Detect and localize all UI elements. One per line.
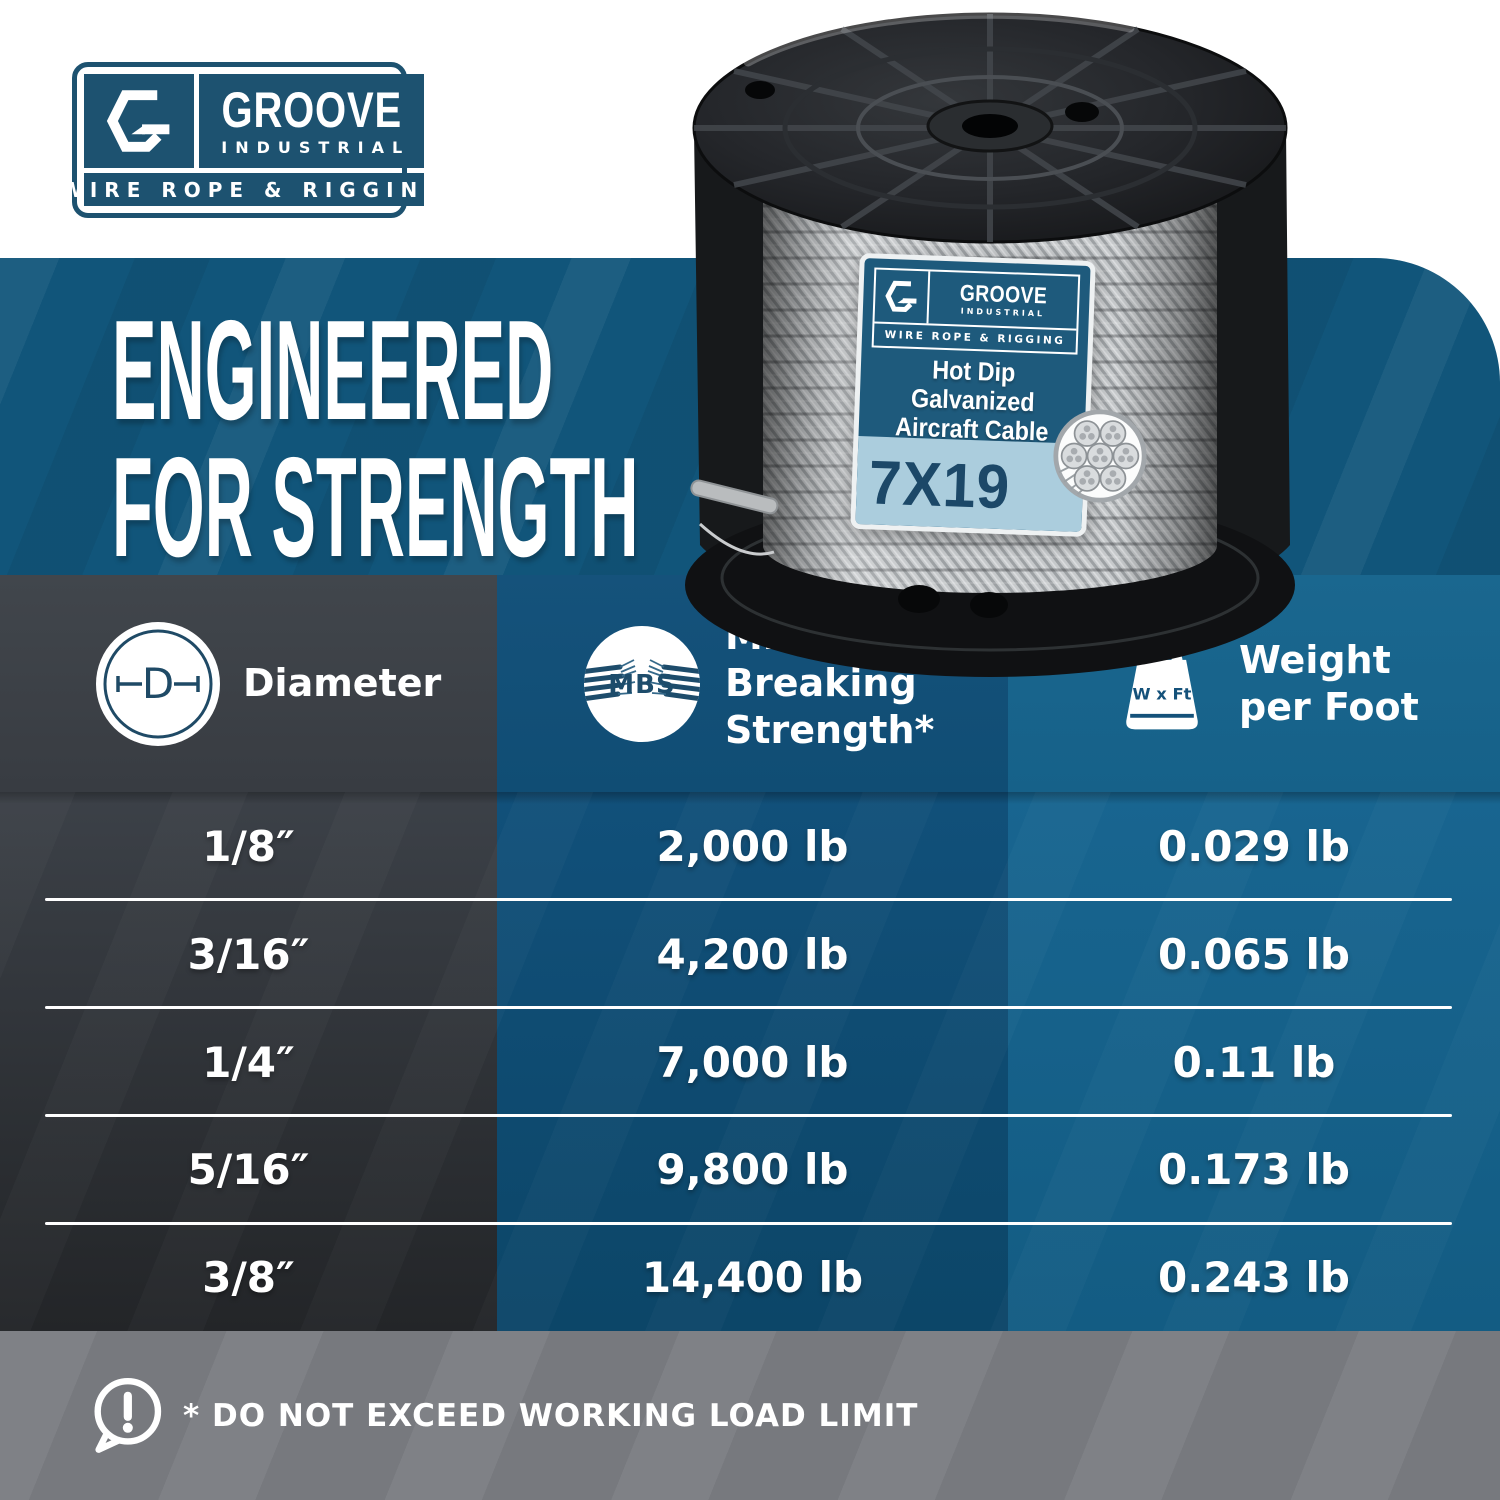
cell-weight: 0.065 lb (1158, 929, 1350, 979)
groove-g-icon (874, 269, 931, 324)
cell-breaking-strength: 7,000 lb (656, 1037, 849, 1087)
diameter-icon-letter: D (142, 659, 174, 708)
footer-warning-text: * DO NOT EXCEED WORKING LOAD LIMIT (183, 1397, 919, 1434)
label-brand-subname: INDUSTRIAL (960, 306, 1046, 319)
table-row: 3/16″ 4,200 lb 0.065 lb (0, 900, 1500, 1008)
weight-icon-text: W x Ft (1132, 684, 1191, 703)
column-label-weight: Weight per Foot (1239, 637, 1419, 729)
brand-logo: GROOVE INDUSTRIAL WIRE ROPE & RIGGING (61, 62, 441, 218)
hero-headline-line2: FOR STRENGTH (112, 428, 639, 587)
label-construction: 7X19 (867, 448, 1012, 523)
spool-top-flange (692, 9, 1288, 244)
cell-breaking-strength: 9,800 lb (656, 1144, 849, 1194)
groove-g-icon (84, 74, 194, 168)
hero-headline: ENGINEERED FOR STRENGTH (112, 291, 639, 587)
cell-weight: 0.173 lb (1158, 1144, 1350, 1194)
flange-hole (898, 585, 940, 613)
cell-weight: 0.243 lb (1158, 1252, 1350, 1302)
row-separator (45, 1114, 1452, 1117)
row-separator (45, 898, 1452, 901)
cable-cross-section-icon (1053, 409, 1147, 503)
cell-diameter: 1/4″ (202, 1037, 295, 1087)
table-row: 1/4″ 7,000 lb 0.11 lb (0, 1008, 1500, 1116)
brand-name: GROOVE (221, 82, 402, 138)
cell-breaking-strength: 2,000 lb (656, 821, 849, 871)
table-row: 3/8″ 14,400 lb 0.243 lb (0, 1223, 1500, 1331)
cell-diameter: 5/16″ (187, 1144, 310, 1194)
footer-warning-band: * DO NOT EXCEED WORKING LOAD LIMIT (0, 1331, 1500, 1500)
column-bg-diameter (0, 792, 497, 1331)
column-bg-breaking-strength (497, 792, 1008, 1331)
cell-diameter: 3/8″ (202, 1252, 295, 1302)
hero-headline-line1: ENGINEERED (112, 291, 554, 450)
header-cell-diameter: D Diameter (0, 575, 497, 792)
table-row: 5/16″ 9,800 lb 0.173 lb (0, 1115, 1500, 1223)
spec-table-body: 1/8″ 2,000 lb 0.029 lb 3/16″ 4,200 lb 0.… (0, 792, 1500, 1331)
table-row: 1/8″ 2,000 lb 0.029 lb (0, 792, 1500, 900)
label-brand-logo: GROOVE INDUSTRIAL WIRE ROPE & RIGGING (871, 267, 1081, 355)
loose-cable-end (690, 479, 779, 515)
cell-breaking-strength: 14,400 lb (641, 1252, 864, 1302)
flange-hole (970, 592, 1008, 618)
brand-tagline: WIRE ROPE & RIGGING (61, 173, 441, 206)
cell-weight: 0.029 lb (1158, 821, 1350, 871)
alert-speech-bubble-icon (94, 1378, 162, 1453)
brand-subname: INDUSTRIAL (221, 138, 411, 157)
mbs-icon: MBS (584, 625, 700, 742)
label-brand-name: GROOVE (959, 279, 1048, 309)
label-product-name: Hot Dip Galvanized Aircraft Cable (894, 354, 1050, 447)
brand-name-block: GROOVE INDUSTRIAL (199, 74, 425, 168)
diameter-icon: D (96, 621, 220, 746)
mbs-icon-text: MBS (608, 670, 675, 700)
cell-breaking-strength: 4,200 lb (656, 929, 849, 979)
row-separator (45, 1222, 1452, 1225)
column-bg-weight (1008, 792, 1500, 1331)
cell-diameter: 3/16″ (187, 929, 310, 979)
row-separator (45, 1006, 1452, 1009)
cell-diameter: 1/8″ (202, 821, 295, 871)
column-label-diameter: Diameter (243, 661, 442, 705)
cell-weight: 0.11 lb (1172, 1037, 1336, 1087)
label-brand-name-block: GROOVE INDUSTRIAL (928, 271, 1078, 328)
